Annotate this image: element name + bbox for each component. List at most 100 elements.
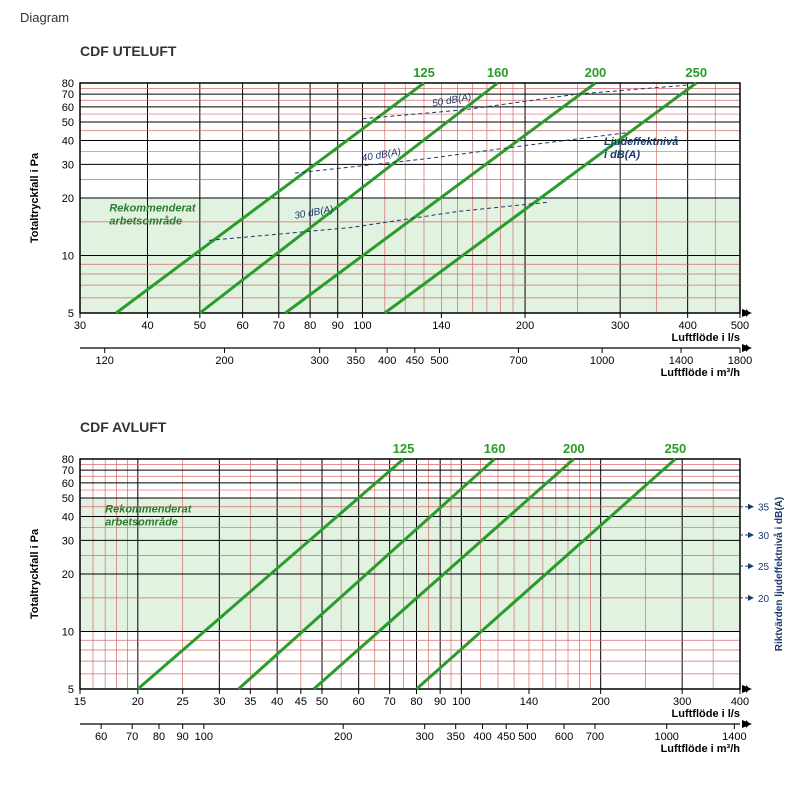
svg-text:100: 100 [195, 731, 213, 743]
svg-text:Luftflöde i l/s: Luftflöde i l/s [672, 332, 740, 344]
svg-text:125: 125 [393, 441, 415, 456]
svg-text:1400: 1400 [669, 355, 693, 367]
svg-text:50: 50 [62, 117, 74, 129]
svg-text:25: 25 [758, 562, 770, 573]
svg-text:1800: 1800 [728, 355, 752, 367]
svg-text:50: 50 [194, 320, 206, 332]
svg-text:200: 200 [334, 731, 352, 743]
svg-text:70: 70 [62, 89, 74, 101]
svg-text:400: 400 [731, 696, 749, 708]
svg-text:30: 30 [62, 535, 74, 547]
svg-text:700: 700 [509, 355, 527, 367]
svg-text:Luftflöde i m³/h: Luftflöde i m³/h [661, 743, 741, 755]
svg-text:60: 60 [62, 478, 74, 490]
svg-text:50: 50 [62, 493, 74, 505]
svg-text:80: 80 [304, 320, 316, 332]
svg-text:20: 20 [758, 594, 770, 605]
svg-text:1000: 1000 [654, 731, 678, 743]
svg-text:Totaltryckfall i Pa: Totaltryckfall i Pa [29, 152, 41, 243]
svg-text:35: 35 [758, 503, 770, 514]
svg-text:i dB(A): i dB(A) [604, 149, 640, 161]
svg-text:250: 250 [685, 65, 707, 80]
svg-text:70: 70 [273, 320, 285, 332]
svg-text:Rekommenderat: Rekommenderat [105, 503, 193, 515]
svg-text:350: 350 [347, 355, 365, 367]
page-label: Diagram [20, 10, 780, 25]
svg-text:40: 40 [271, 696, 283, 708]
svg-text:80: 80 [153, 731, 165, 743]
svg-text:Ljudeffektnivå: Ljudeffektnivå [604, 136, 678, 148]
svg-text:300: 300 [673, 696, 691, 708]
svg-text:100: 100 [353, 320, 371, 332]
svg-text:Luftflöde i l/s: Luftflöde i l/s [672, 708, 740, 720]
svg-text:80: 80 [62, 78, 74, 90]
svg-text:60: 60 [95, 731, 107, 743]
svg-text:60: 60 [236, 320, 248, 332]
svg-text:20: 20 [132, 696, 144, 708]
svg-text:10: 10 [62, 627, 74, 639]
svg-text:120: 120 [96, 355, 114, 367]
chart-uteluft: CDF UTELUFT51020304050607080Totaltryckfa… [20, 43, 780, 394]
svg-text:500: 500 [731, 320, 749, 332]
svg-text:20: 20 [62, 569, 74, 581]
svg-text:1000: 1000 [590, 355, 614, 367]
svg-text:Riktvärden ljudeffektnivå i dB: Riktvärden ljudeffektnivå i dB(A) [773, 497, 785, 651]
svg-text:25: 25 [177, 696, 189, 708]
svg-text:350: 350 [446, 731, 464, 743]
svg-text:70: 70 [62, 465, 74, 477]
svg-text:30: 30 [62, 159, 74, 171]
svg-text:30: 30 [74, 320, 86, 332]
svg-text:1400: 1400 [722, 731, 746, 743]
chart-avluft: CDF AVLUFT51020304050607080Totaltryckfal… [20, 419, 780, 770]
svg-text:40: 40 [62, 136, 74, 148]
svg-text:15: 15 [74, 696, 86, 708]
svg-text:400: 400 [678, 320, 696, 332]
svg-text:200: 200 [591, 696, 609, 708]
svg-text:40: 40 [141, 320, 153, 332]
svg-text:90: 90 [434, 696, 446, 708]
svg-text:45: 45 [295, 696, 307, 708]
svg-text:300: 300 [611, 320, 629, 332]
svg-text:Luftflöde i m³/h: Luftflöde i m³/h [661, 367, 741, 379]
svg-text:140: 140 [520, 696, 538, 708]
svg-text:250: 250 [665, 441, 687, 456]
svg-text:arbetsområde: arbetsområde [105, 516, 178, 528]
chart-uteluft-title: CDF UTELUFT [80, 43, 780, 59]
svg-text:10: 10 [62, 251, 74, 263]
svg-text:35: 35 [244, 696, 256, 708]
svg-text:70: 70 [126, 731, 138, 743]
svg-text:500: 500 [518, 731, 536, 743]
svg-text:450: 450 [406, 355, 424, 367]
svg-text:160: 160 [484, 441, 506, 456]
svg-text:Rekommenderat: Rekommenderat [109, 202, 197, 214]
svg-text:200: 200 [563, 441, 585, 456]
svg-text:450: 450 [497, 731, 515, 743]
svg-text:30: 30 [213, 696, 225, 708]
svg-text:100: 100 [452, 696, 470, 708]
svg-text:5: 5 [68, 684, 74, 696]
svg-text:400: 400 [378, 355, 396, 367]
svg-text:200: 200 [516, 320, 534, 332]
svg-text:arbetsområde: arbetsområde [109, 215, 182, 227]
svg-text:500: 500 [430, 355, 448, 367]
svg-text:70: 70 [384, 696, 396, 708]
svg-text:80: 80 [410, 696, 422, 708]
svg-text:200: 200 [585, 65, 607, 80]
svg-text:60: 60 [62, 102, 74, 114]
svg-text:90: 90 [332, 320, 344, 332]
svg-text:300: 300 [310, 355, 328, 367]
svg-text:20: 20 [62, 193, 74, 205]
svg-text:200: 200 [215, 355, 233, 367]
svg-text:90: 90 [177, 731, 189, 743]
svg-text:30: 30 [758, 531, 770, 542]
svg-text:400: 400 [473, 731, 491, 743]
svg-text:50: 50 [316, 696, 328, 708]
svg-text:60: 60 [353, 696, 365, 708]
charts-container: CDF UTELUFT51020304050607080Totaltryckfa… [20, 43, 780, 770]
chart-avluft-title: CDF AVLUFT [80, 419, 780, 435]
svg-text:40: 40 [62, 512, 74, 524]
svg-text:140: 140 [432, 320, 450, 332]
svg-text:700: 700 [586, 731, 604, 743]
svg-text:5: 5 [68, 308, 74, 320]
svg-text:80: 80 [62, 454, 74, 466]
